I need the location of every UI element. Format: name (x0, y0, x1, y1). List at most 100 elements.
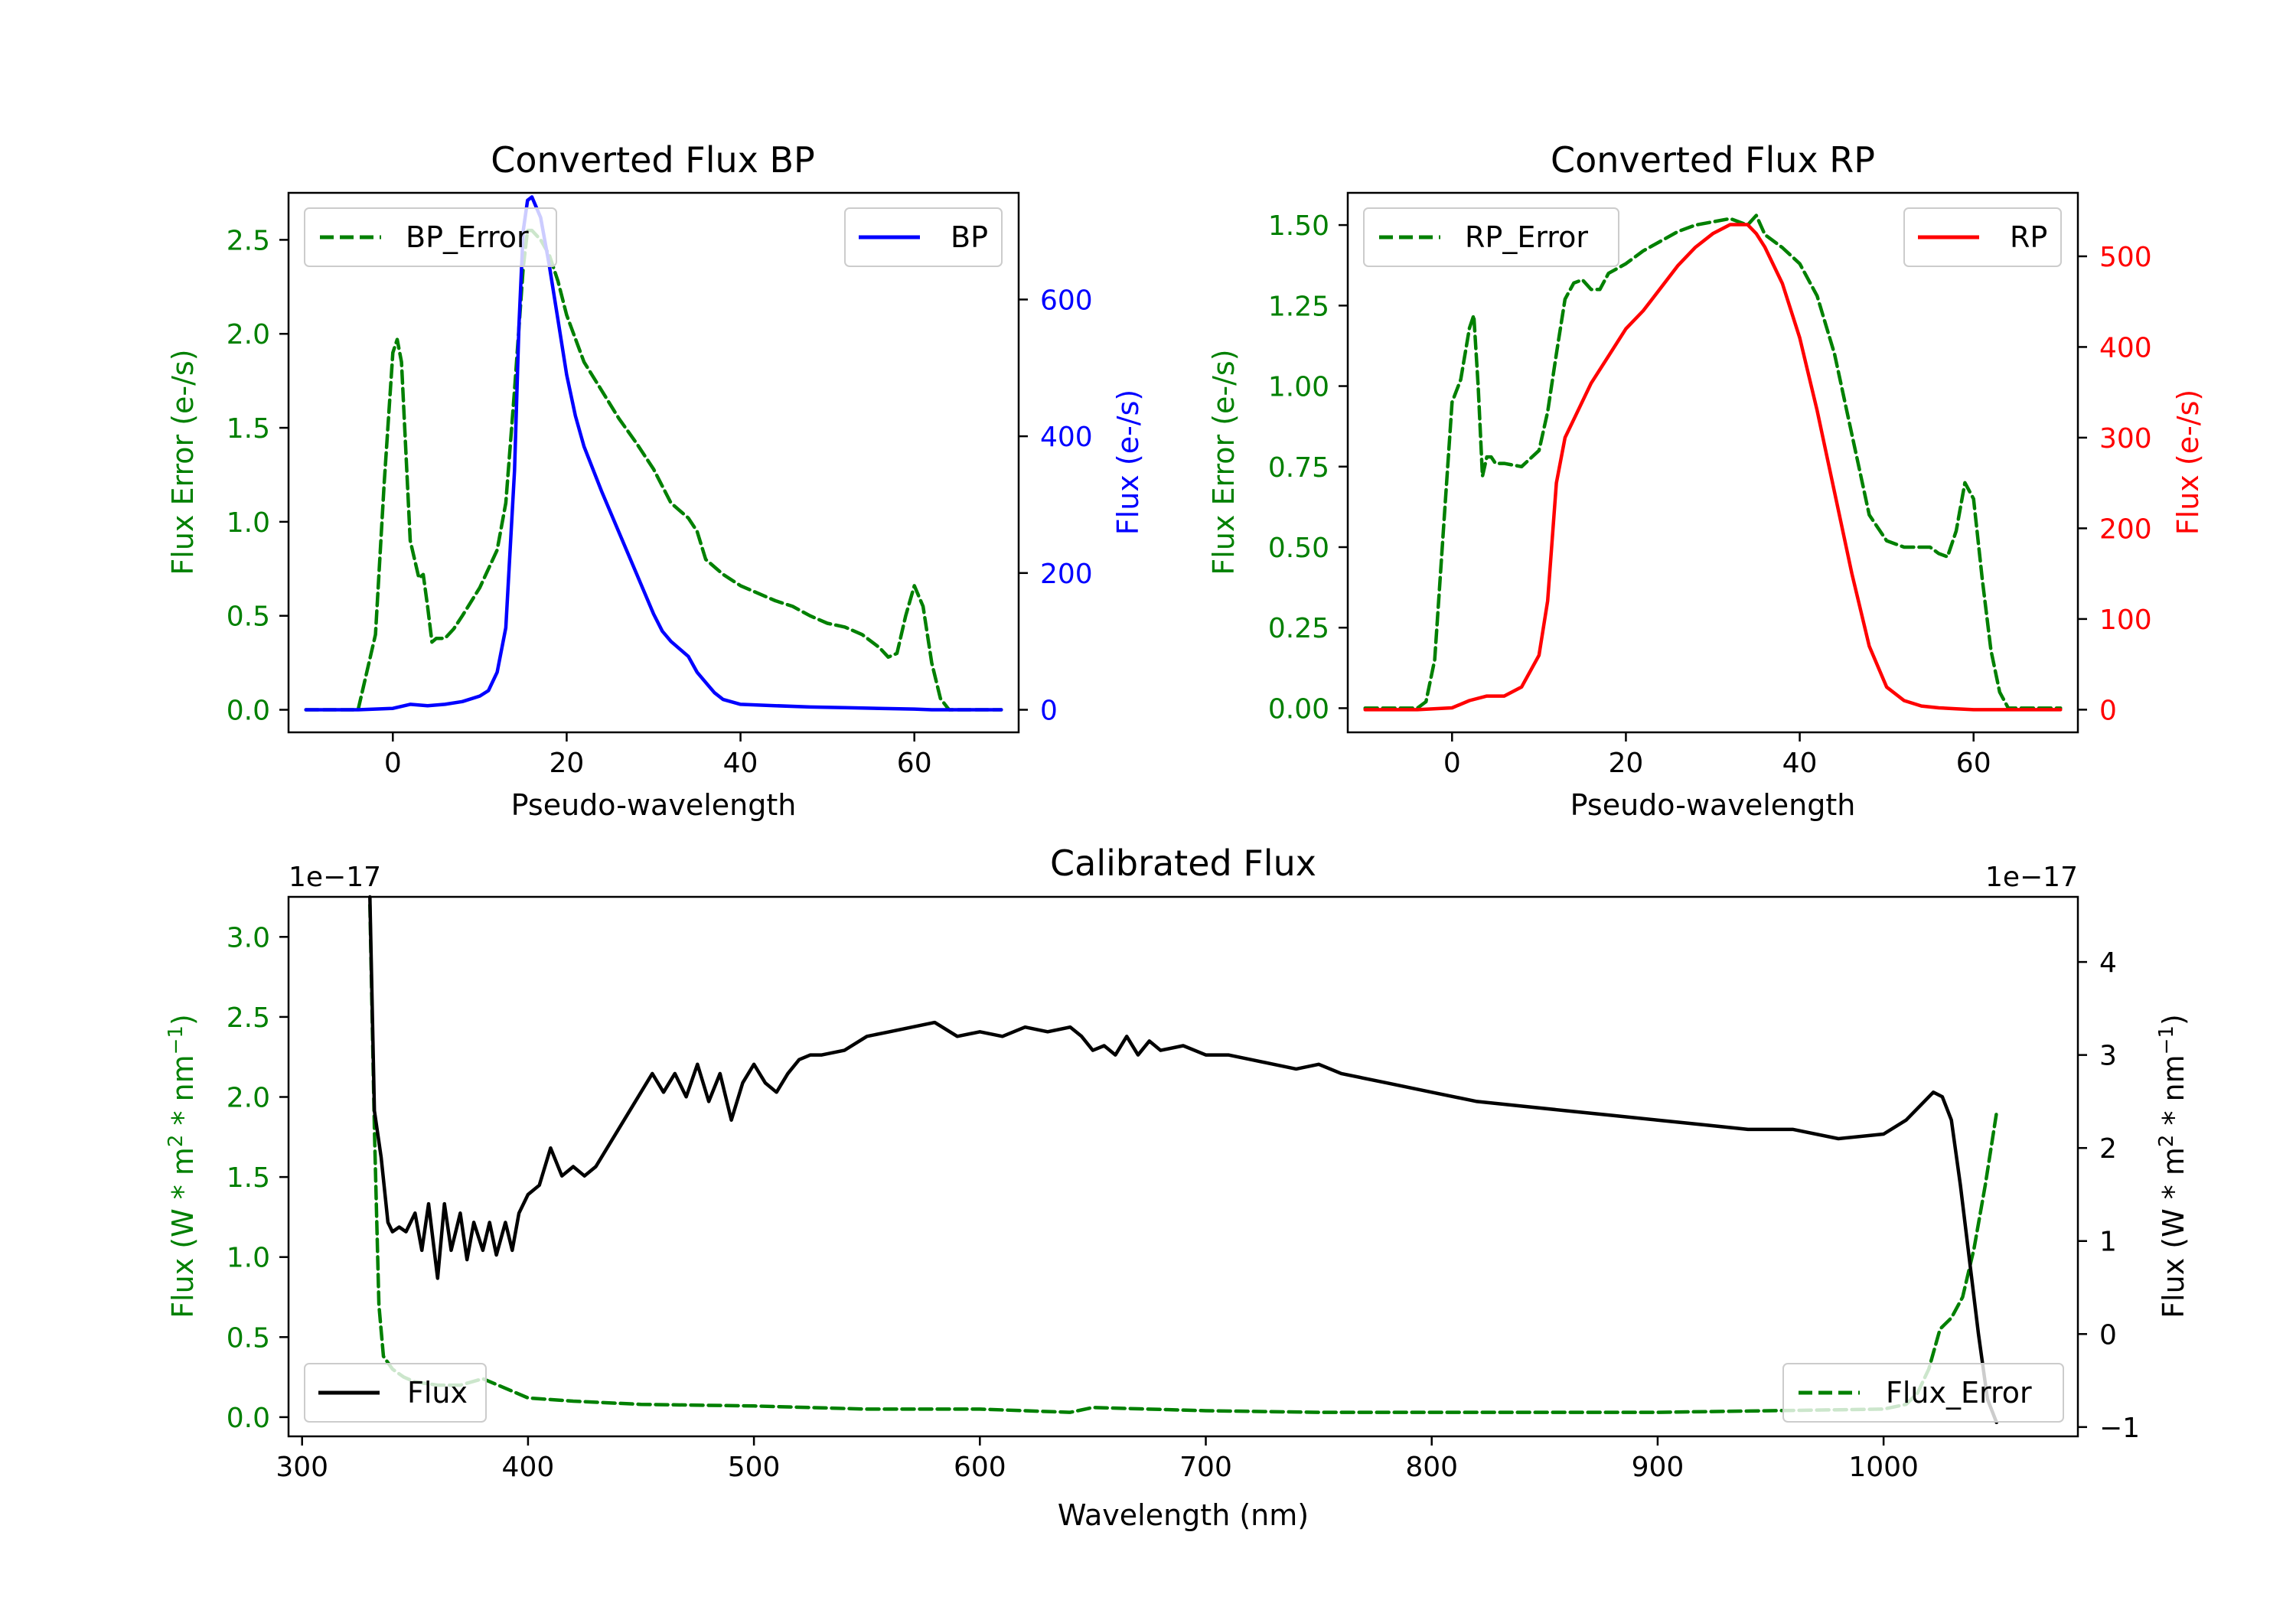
cal-legend-error-label: Flux_Error (1886, 1376, 2032, 1410)
bp-plot-area (304, 195, 1003, 712)
rp-x-ticks: 0 20 40 60 (1443, 732, 1991, 779)
cal-x-tick-label: 300 (276, 1452, 328, 1483)
bp-right-y-tick-label: 600 (1040, 285, 1093, 316)
rp-legend-flux-label: RP (2010, 220, 2047, 254)
rp-title: Converted Flux RP (1551, 139, 1875, 181)
rp-right-y-tick-label: 300 (2099, 423, 2152, 455)
bp-legend-error-label: BP_Error (406, 220, 529, 254)
cal-right-offset-text: 1e−17 (1985, 862, 2078, 893)
bp-legend-error[interactable]: BP_Error (304, 207, 557, 267)
bp-x-axis-label: Pseudo-wavelength (511, 788, 797, 822)
cal-x-tick-label: 500 (728, 1452, 781, 1483)
cal-right-y-tick-label: 4 (2099, 947, 2117, 979)
bp-right-y-ticks: 0 200 400 600 (1019, 285, 1093, 727)
rp-left-y-ticks: 0.00 0.25 0.50 0.75 1.00 1.25 1.50 (1268, 210, 1348, 725)
bp-panel: Converted Flux BP 0 20 40 60 0.0 0.5 1.0 1.5 2.… (166, 139, 1145, 822)
cal-left-y-tick-label: 1.0 (227, 1243, 270, 1274)
cal-left-offset-text: 1e−17 (289, 862, 381, 893)
cal-right-y-ticks: −1 0 1 2 3 4 (2078, 947, 2140, 1444)
bp-title: Converted Flux BP (491, 139, 815, 181)
cal-left-y-tick-label: 2.5 (227, 1002, 270, 1034)
rp-x-tick-label: 0 (1443, 748, 1461, 779)
bp-left-y-tick-label: 0.0 (227, 696, 270, 727)
cal-x-tick-label: 900 (1632, 1452, 1684, 1483)
rp-legend-error-label: RP_Error (1465, 220, 1588, 254)
cal-right-y-tick-label: −1 (2099, 1413, 2140, 1444)
bp-left-y-tick-label: 0.5 (227, 601, 270, 633)
rp-right-y-axis-label: Flux (e-/s) (2171, 390, 2205, 535)
rp-x-tick-label: 60 (1956, 748, 1991, 779)
rp-x-tick-label: 40 (1782, 748, 1818, 779)
bp-right-y-tick-label: 400 (1040, 422, 1093, 453)
rp-legend-error[interactable]: RP_Error (1363, 207, 1619, 267)
cal-x-tick-label: 600 (954, 1452, 1006, 1483)
rp-axes-frame (1346, 191, 2079, 734)
cal-right-y-tick-label: 0 (2099, 1319, 2117, 1351)
bp-right-y-tick-label: 0 (1040, 696, 1058, 727)
bp-x-tick-label: 0 (384, 748, 402, 779)
cal-series-flux-error-line (368, 903, 1998, 1414)
cal-series-flux-line (368, 895, 1998, 1425)
bp-x-tick-label: 60 (897, 748, 932, 779)
rp-left-y-tick-label: 1.25 (1268, 291, 1329, 322)
cal-left-y-tick-label: 0.0 (227, 1403, 270, 1434)
rp-right-y-tick-label: 100 (2099, 605, 2152, 636)
cal-x-axis-label: Wavelength (nm) (1058, 1498, 1309, 1532)
rp-right-y-ticks: 0 100 200 300 400 500 (2078, 242, 2152, 726)
cal-x-tick-label: 400 (502, 1452, 555, 1483)
bp-series-bp-error-line (304, 228, 1003, 712)
cal-plot-area (368, 895, 1998, 1425)
cal-left-y-axis-label: Flux (W * m2 * nm−1) (165, 1014, 200, 1319)
bp-left-y-tick-label: 1.5 (227, 413, 270, 445)
rp-legend-flux[interactable]: RP (1903, 207, 2062, 267)
bp-legend-error-box (304, 207, 557, 267)
rp-right-y-tick-label: 500 (2099, 242, 2152, 273)
bp-legend-flux-label: BP (951, 220, 988, 254)
cal-x-ticks: 300 400 500 600 700 800 900 1000 (276, 1436, 1919, 1483)
bp-axes-frame (287, 191, 1020, 734)
rp-series-rp-line (1363, 223, 2063, 712)
rp-panel: Converted Flux RP 0 20 40 60 0.00 0.25 0.50 0.… (1207, 139, 2205, 822)
bp-x-tick-label: 20 (550, 748, 585, 779)
rp-plot-area (1363, 214, 2063, 712)
bp-legend-flux-box (844, 207, 1003, 267)
rp-right-y-tick-label: 0 (2099, 695, 2117, 726)
cal-x-tick-label: 800 (1405, 1452, 1458, 1483)
rp-left-y-tick-label: 1.50 (1268, 210, 1329, 242)
cal-x-tick-label: 700 (1179, 1452, 1232, 1483)
rp-legend-error-box (1363, 207, 1619, 267)
cal-left-y-tick-label: 3.0 (227, 922, 270, 953)
cal-left-y-ticks: 0.0 0.5 1.0 1.5 2.0 2.5 3.0 (227, 922, 289, 1434)
rp-left-y-axis-label: Flux Error (e-/s) (1207, 349, 1241, 575)
cal-right-y-tick-label: 3 (2099, 1041, 2117, 1072)
cal-legend-error[interactable]: Flux_Error (1782, 1363, 2064, 1423)
cal-axes-frame (287, 895, 2079, 1438)
rp-legend-flux-box (1903, 207, 2062, 267)
bp-series-bp-line (304, 195, 1003, 712)
cal-right-y-axis-label: Flux (W * m2 * nm−1) (2155, 1014, 2190, 1319)
bp-left-y-axis-label: Flux Error (e-/s) (166, 349, 200, 575)
bp-x-tick-label: 40 (723, 748, 758, 779)
cal-legend-flux-label: Flux (407, 1376, 468, 1410)
rp-right-y-tick-label: 200 (2099, 513, 2152, 545)
cal-right-y-tick-label: 1 (2099, 1227, 2117, 1258)
bp-x-ticks: 0 20 40 60 (384, 732, 932, 779)
rp-left-y-tick-label: 0.75 (1268, 452, 1329, 484)
bp-right-y-tick-label: 200 (1040, 559, 1093, 590)
cal-legend-flux[interactable]: Flux (304, 1363, 487, 1423)
bp-legend-flux[interactable]: BP (844, 207, 1003, 267)
rp-left-y-tick-label: 0.00 (1268, 693, 1329, 725)
cal-left-y-tick-label: 0.5 (227, 1322, 270, 1354)
rp-right-y-tick-label: 400 (2099, 332, 2152, 363)
cal-title: Calibrated Flux (1050, 843, 1316, 884)
rp-x-axis-label: Pseudo-wavelength (1570, 788, 1856, 822)
rp-left-y-tick-label: 0.50 (1268, 533, 1329, 564)
rp-series-rp-error-line (1363, 214, 2063, 710)
rp-left-y-tick-label: 0.25 (1268, 613, 1329, 644)
rp-x-tick-label: 20 (1609, 748, 1644, 779)
cal-left-y-tick-label: 1.5 (227, 1162, 270, 1194)
cal-legend-flux-box (304, 1363, 487, 1423)
cal-panel: Calibrated Flux 1e−17 1e−17 300 400 500 600… (165, 843, 2190, 1532)
cal-legend-error-box (1782, 1363, 2064, 1423)
